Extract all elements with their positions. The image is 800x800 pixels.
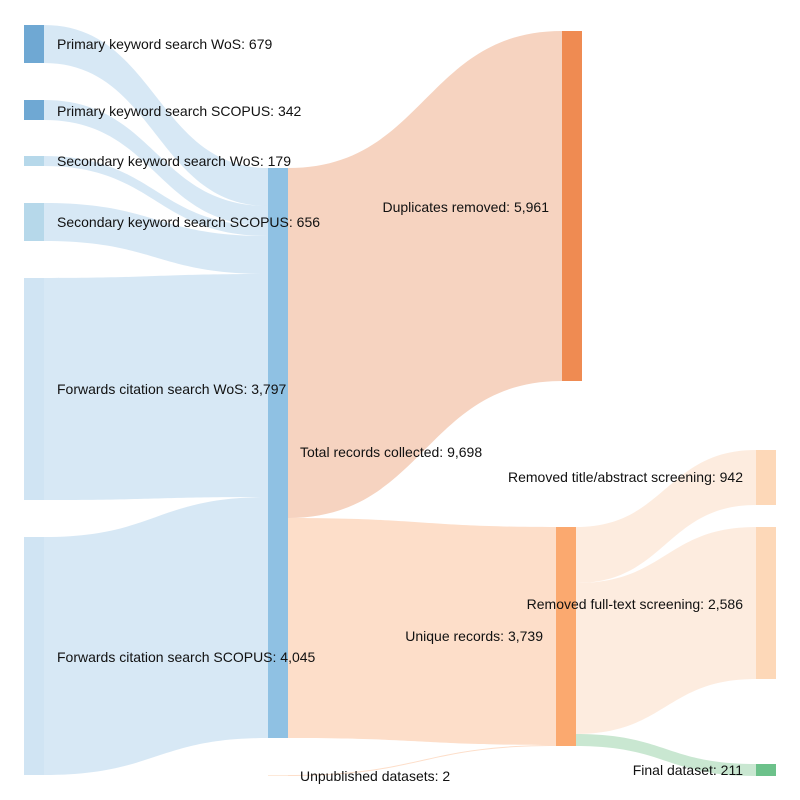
link-unique-to-rm_title [576, 450, 756, 583]
node-total [268, 168, 288, 738]
node-sk_sco [24, 203, 44, 241]
node-rm_full [756, 527, 776, 679]
link-sk_wos-to-total [44, 156, 268, 236]
node-fc_sco [24, 537, 44, 775]
node-label-sk_wos: Secondary keyword search WoS: 179 [57, 153, 291, 169]
nodes-layer [24, 25, 776, 776]
node-sk_wos [24, 156, 44, 166]
node-label-sk_sco: Secondary keyword search SCOPUS: 656 [57, 214, 320, 230]
node-label-unique: Unique records: 3,739 [405, 628, 543, 644]
node-final [756, 764, 776, 776]
link-pk_wos-to-total [44, 25, 268, 206]
node-label-rm_full: Removed full-text screening: 2,586 [527, 596, 744, 612]
node-label-dups: Duplicates removed: 5,961 [382, 199, 549, 215]
node-rm_title [756, 450, 776, 505]
link-unique-to-final [576, 734, 756, 776]
links-layer [44, 25, 756, 776]
node-dups [562, 31, 582, 381]
node-label-unpub: Unpublished datasets: 2 [300, 768, 450, 784]
link-total-to-dups [288, 31, 562, 518]
node-label-fc_wos: Forwards citation search WoS: 3,797 [57, 381, 287, 397]
link-unique-to-rm_full [576, 527, 756, 734]
link-pk_sco-to-total [44, 100, 268, 226]
node-label-final: Final dataset: 211 [633, 762, 743, 778]
link-total-to-unique [288, 518, 556, 745]
link-unpub-to-unique [288, 745, 556, 776]
node-label-total: Total records collected: 9,698 [300, 444, 482, 460]
node-label-rm_title: Removed title/abstract screening: 942 [508, 469, 743, 485]
link-fc_wos-to-total [44, 274, 268, 500]
link-sk_sco-to-total [44, 203, 268, 274]
labels-layer: Primary keyword search WoS: 679 Primary k… [57, 36, 743, 784]
node-unique [556, 527, 576, 746]
node-unpub [268, 775, 288, 776]
node-label-pk_sco: Primary keyword search SCOPUS: 342 [57, 103, 302, 119]
node-fc_wos [24, 278, 44, 500]
node-label-fc_sco: Forwards citation search SCOPUS: 4,045 [57, 649, 316, 665]
node-label-pk_wos: Primary keyword search WoS: 679 [57, 36, 272, 52]
node-pk_sco [24, 100, 44, 120]
node-pk_wos [24, 25, 44, 63]
link-fc_sco-to-total [44, 497, 268, 775]
